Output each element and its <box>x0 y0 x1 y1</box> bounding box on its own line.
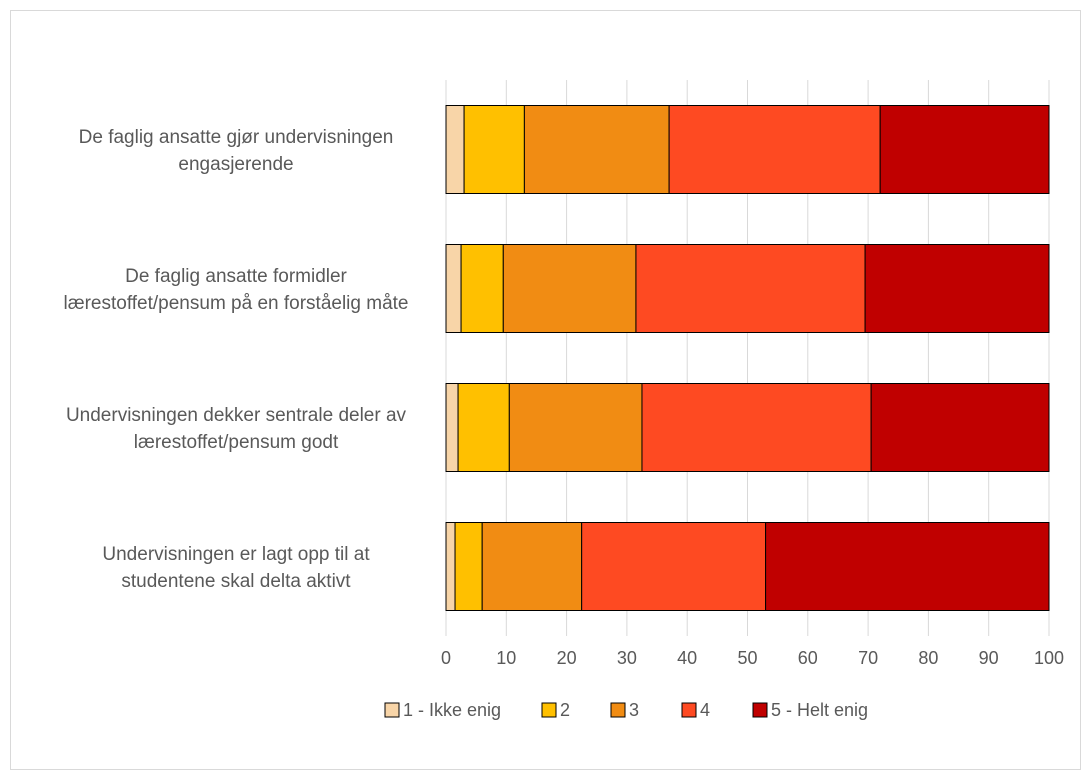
bar-segment-1-series-1 <box>445 105 465 194</box>
legend-swatch-5 <box>752 702 768 718</box>
x-tick-label-70: 70 <box>858 648 878 668</box>
bar-segment-3-series-3 <box>508 383 643 472</box>
legend-swatch-3 <box>610 702 626 718</box>
category-label-2-line-1: De faglig ansatte formidler <box>125 266 347 287</box>
x-tick-label-50: 50 <box>737 648 757 668</box>
bar-segment-4-series-3 <box>481 522 583 611</box>
x-tick-label-80: 80 <box>918 648 938 668</box>
x-tick-label-90: 90 <box>979 648 999 668</box>
legend-label-1: 1 - Ikke enig <box>403 700 501 720</box>
legend: 1 - Ikke enig 2 3 4 5 - Helt enig <box>384 700 868 720</box>
bar-segment-2-series-5 <box>864 244 1050 333</box>
category-label-1-line-1: De faglig ansatte gjør undervisningen <box>79 127 394 148</box>
legend-swatch-4 <box>681 702 697 718</box>
category-labels: De faglig ansatte gjør undervisningen eng… <box>63 127 408 592</box>
bars <box>445 105 1050 611</box>
legend-swatch-1 <box>384 702 400 718</box>
legend-label-3: 3 <box>629 700 639 720</box>
category-label-4-line-1: Undervisningen er lagt opp til at <box>102 544 370 565</box>
bar-segment-4-series-1 <box>445 522 456 611</box>
bar-segment-3-series-4 <box>641 383 872 472</box>
bar-segment-4-series-2 <box>454 522 483 611</box>
x-tick-label-30: 30 <box>617 648 637 668</box>
bar-segment-1-series-3 <box>523 105 670 194</box>
bar-segment-1-series-4 <box>668 105 881 194</box>
legend-swatch-2 <box>541 702 557 718</box>
category-label-3-line-2: lærestoffet/pensum godt <box>134 432 339 453</box>
x-tick-label-60: 60 <box>798 648 818 668</box>
bar-segment-4-series-5 <box>765 522 1050 611</box>
bar-segment-2-series-3 <box>502 244 637 333</box>
bar-segment-1-series-5 <box>879 105 1050 194</box>
legend-label-5: 5 - Helt enig <box>771 700 868 720</box>
x-tick-label-20: 20 <box>557 648 577 668</box>
bar-segment-2-series-2 <box>460 244 504 333</box>
legend-label-2: 2 <box>560 700 570 720</box>
x-tick-label-100: 100 <box>1034 648 1064 668</box>
x-tick-label-10: 10 <box>496 648 516 668</box>
x-tick-labels: 0 10 20 30 40 50 60 70 80 90 100 <box>441 648 1064 668</box>
bar-segment-1-series-2 <box>463 105 525 194</box>
category-label-1-line-2: engasjerende <box>178 154 293 175</box>
bar-segment-3-series-1 <box>445 383 459 472</box>
legend-label-4: 4 <box>700 700 710 720</box>
bar-segment-4-series-4 <box>581 522 767 611</box>
bar-segment-3-series-5 <box>870 383 1050 472</box>
category-label-2-line-2: lærestoffet/pensum på en forståelig måte <box>63 293 408 314</box>
category-label-3-line-1: Undervisningen dekker sentrale deler av <box>66 405 407 426</box>
x-tick-label-40: 40 <box>677 648 697 668</box>
bar-segment-3-series-2 <box>457 383 510 472</box>
category-label-4-line-2: studentene skal delta aktivt <box>121 571 351 592</box>
bar-segment-2-series-4 <box>635 244 866 333</box>
bar-segment-2-series-1 <box>445 244 462 333</box>
x-tick-label-0: 0 <box>441 648 451 668</box>
